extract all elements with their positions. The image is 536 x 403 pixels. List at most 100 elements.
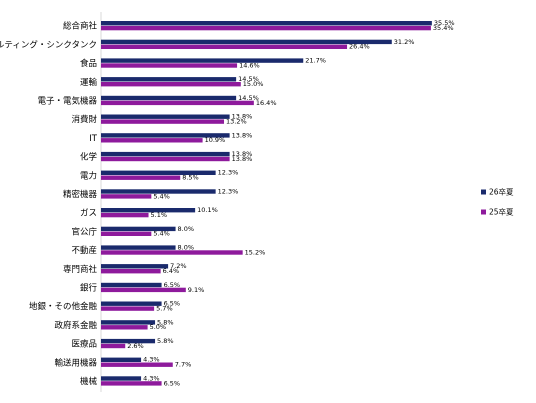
value-label-25卒夏-19: 6.5% [164,379,181,387]
bar-26卒夏-5 [101,114,230,119]
category-label-3: 運輸 [80,77,98,88]
value-label-26卒夏-14: 6.5% [164,281,181,289]
category-label-2: 食品 [80,58,97,69]
value-label-26卒夏-2: 21.7% [305,57,326,65]
value-label-25卒夏-3: 15.0% [243,80,264,88]
value-label-25卒夏-15: 5.7% [156,305,173,313]
value-label-26卒夏-6: 13.8% [232,131,253,139]
category-label-18: 輸送用機器 [54,357,97,368]
chart-legend: 26卒夏 25卒夏 [481,187,514,217]
bar-26卒夏-17 [101,338,156,344]
bar-25卒夏-7 [101,156,230,162]
value-label-25卒夏-17: 2.6% [127,342,144,350]
value-label-25卒夏-14: 9.1% [188,286,205,294]
value-label-26卒夏-7: 13.8% [232,150,253,158]
category-label-15: 地銀・その他金融 [29,301,98,312]
value-label-25卒夏-0: 35.4% [433,24,454,32]
category-label-5: 消費財 [71,114,97,125]
value-label-25卒夏-18: 7.7% [175,361,192,369]
bar-25卒夏-5 [101,119,225,124]
value-label-26卒夏-18: 4.3% [143,356,160,364]
bar-26卒夏-10 [101,208,196,213]
bar-25卒夏-14 [101,287,186,293]
bar-26卒夏-9 [101,189,216,194]
bar-25卒夏-1 [101,44,348,49]
bar-25卒夏-6 [101,138,203,143]
category-label-12: 不動産 [71,245,97,256]
bar-26卒夏-3 [101,77,237,82]
value-label-25卒夏-12: 15.2% [245,248,266,256]
value-label-25卒夏-10: 5.1% [151,211,168,219]
value-label-26卒夏-0: 35.5% [434,19,455,27]
value-label-26卒夏-19: 4.3% [143,374,160,382]
legend-swatch-25卒夏 [481,209,486,215]
bar-25卒夏-2 [101,63,238,68]
category-label-8: 電力 [80,170,97,181]
bar-26卒夏-8 [101,170,216,175]
category-label-11: 官公庁 [71,226,97,237]
bar-25卒夏-16 [101,325,148,330]
bar-series-group [101,21,432,386]
value-label-26卒夏-8: 12.3% [218,169,239,177]
value-label-26卒夏-9: 12.3% [218,187,239,195]
bar-26卒夏-11 [101,226,176,232]
category-label-10: ガス [80,208,97,219]
bar-26卒夏-15 [101,301,162,306]
value-label-26卒夏-12: 8.0% [178,244,195,252]
value-label-25卒夏-2: 14.6% [239,61,260,69]
value-label-25卒夏-11: 5.4% [153,230,170,238]
bar-26卒夏-19 [101,376,142,381]
value-label-25卒夏-5: 13.2% [226,118,247,126]
category-label-13: 専門商社 [63,264,98,275]
bar-26卒夏-14 [101,282,162,288]
bar-26卒夏-13 [101,264,169,269]
bar-25卒夏-3 [101,82,241,87]
value-label-26卒夏-11: 8.0% [178,225,195,233]
value-label-26卒夏-15: 6.5% [164,300,181,308]
value-label-26卒夏-3: 14.5% [238,75,259,83]
value-label-26卒夏-4: 14.5% [238,94,259,102]
category-label-14: 銀行 [80,282,98,293]
bar-26卒夏-1 [101,39,392,45]
bar-26卒夏-4 [101,95,237,101]
value-label-25卒夏-1: 26.4% [349,43,370,51]
value-label-26卒夏-10: 10.1% [197,206,218,214]
bar-26卒夏-6 [101,133,230,138]
value-label-25卒夏-4: 16.4% [256,99,277,107]
label-group: 総合商社 35.5%35.4% コンサルティング・シンクタンク 31.2% 26.4% 食… [0,19,455,387]
category-label-7: 化学 [80,152,98,163]
bar-25卒夏-19 [101,381,162,386]
bar-26卒夏-16 [101,320,156,325]
category-label-19: 機械 [80,376,98,387]
category-label-4: 電子・電気機器 [37,95,97,106]
value-label-25卒夏-13: 6.4% [163,267,180,275]
bar-25卒夏-10 [101,212,149,218]
bar-26卒夏-12 [101,245,176,250]
value-label-26卒夏-16: 5.8% [157,318,174,326]
value-label-26卒夏-13: 7.2% [170,262,187,270]
value-label-25卒夏-7: 13.8% [232,155,253,163]
bar-25卒夏-0 [101,25,431,31]
value-label-25卒夏-16: 5.0% [150,323,167,331]
legend-swatch-26卒夏 [481,189,486,195]
bar-25卒夏-11 [101,231,152,236]
category-label-16: 政府系金融 [54,320,97,331]
bar-26卒夏-2 [101,58,304,63]
bar-25卒夏-8 [101,175,181,180]
bar-25卒夏-13 [101,269,161,274]
value-label-25卒夏-6: 10.9% [205,136,226,144]
value-label-25卒夏-9: 5.4% [153,192,170,200]
category-label-1: コンサルティング・シンクタンク [0,39,97,50]
bar-25卒夏-4 [101,100,254,106]
value-label-25卒夏-8: 8.5% [182,174,199,182]
legend-label-26卒夏: 26卒夏 [489,187,514,197]
category-label-6: IT [89,134,98,144]
bar-25卒夏-9 [101,194,152,199]
legend-label-25卒夏: 25卒夏 [489,207,514,217]
bar-25卒夏-12 [101,250,243,255]
bar-26卒夏-0 [101,21,432,26]
value-label-26卒夏-5: 13.8% [232,113,253,121]
category-label-0: 総合商社 [63,21,98,32]
value-label-26卒夏-1: 31.2% [394,38,415,46]
